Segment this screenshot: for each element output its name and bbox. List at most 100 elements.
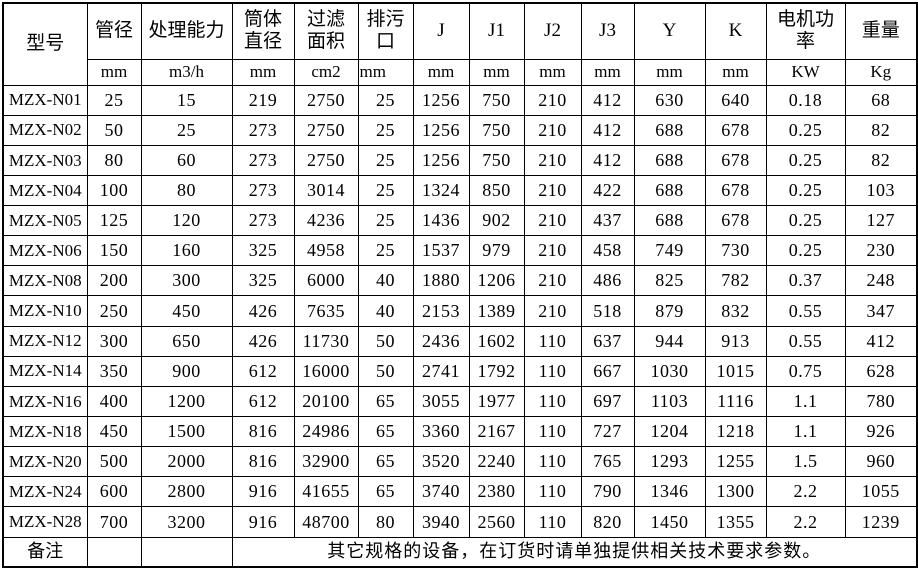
column-unit: mm	[86, 58, 142, 86]
table-cell: 1103	[633, 385, 706, 417]
table-cell: 825	[633, 265, 706, 297]
table-cell: 1500	[140, 415, 233, 448]
model-cell: MZX-N06	[2, 235, 88, 267]
model-cell: MZX-N12	[2, 325, 88, 357]
table-cell: 80	[86, 144, 142, 176]
table-cell: 426	[231, 325, 295, 357]
table-cell: 0.25	[765, 114, 846, 146]
table-cell: 110	[523, 476, 582, 508]
table-cell: 2800	[140, 476, 233, 508]
table-cell: 100	[86, 174, 142, 207]
table-cell: 2153	[412, 295, 470, 327]
column-header: J1	[468, 2, 525, 60]
table-cell: 248	[844, 265, 918, 297]
column-header: 处理能力	[140, 2, 233, 60]
model-cell: MZX-N20	[2, 445, 88, 478]
table-cell: 110	[523, 415, 582, 448]
header-row-labels: 型号 管径 处理能力 筒体直径 过滤面积 排污口 J J1 J2 J3 Y K 电机功率 重量	[2, 2, 918, 86]
column-unit: mm	[523, 58, 582, 86]
table-cell: 210	[523, 144, 582, 176]
table-cell: 1324	[412, 174, 470, 207]
table-cell: 688	[633, 144, 706, 176]
table-cell: 1.1	[765, 385, 846, 417]
remarks-label: 备注	[2, 536, 88, 568]
model-cell: MZX-N24	[2, 476, 88, 508]
table-cell: 2240	[468, 445, 525, 478]
table-cell: 879	[633, 295, 706, 327]
table-cell: 1300	[704, 476, 767, 508]
table-cell: 20100	[293, 385, 359, 417]
table-cell: 3940	[412, 506, 470, 538]
table-cell: 1537	[412, 235, 470, 267]
table-cell: 25	[357, 204, 414, 237]
table-cell: 688	[633, 174, 706, 207]
table-cell: 697	[580, 385, 635, 417]
table-cell: 2741	[412, 355, 470, 387]
table-cell: 1256	[412, 144, 470, 176]
table-cell: 125	[86, 204, 142, 237]
table-cell: 1880	[412, 265, 470, 297]
table-cell: 816	[231, 445, 295, 478]
table-cell: 412	[580, 144, 635, 176]
table-cell: 1.1	[765, 415, 846, 448]
table-cell: 210	[523, 114, 582, 146]
table-cell: 0.25	[765, 144, 846, 176]
table-cell: 750	[468, 114, 525, 146]
model-cell: MZX-N01	[2, 84, 88, 116]
table-cell: 916	[231, 476, 295, 508]
table-cell: 630	[633, 84, 706, 116]
table-cell: 600	[86, 476, 142, 508]
model-cell: MZX-N18	[2, 415, 88, 448]
table-cell: 2000	[140, 445, 233, 478]
table-cell: 68	[844, 84, 918, 116]
table-cell: 637	[580, 325, 635, 357]
table-cell: 2.2	[765, 476, 846, 508]
table-cell: 1293	[633, 445, 706, 478]
table-cell: 1346	[633, 476, 706, 508]
table-cell: 678	[704, 174, 767, 207]
table-cell: 916	[231, 506, 295, 538]
table-cell: 450	[86, 415, 142, 448]
table-cell: 325	[231, 235, 295, 267]
table-row: MZX-N20 500 2000 816 32900 65 3520 2240 110 765 12…	[2, 445, 918, 478]
table-cell: 50	[357, 355, 414, 387]
column-header: J2	[523, 2, 582, 60]
table-cell: 273	[231, 204, 295, 237]
table-cell: 210	[523, 204, 582, 237]
table-row: MZX-N04 100 80 273 3014 25 1324 850 210 422 688 678…	[2, 174, 918, 207]
table-cell: 200	[86, 265, 142, 297]
table-cell: 300	[86, 325, 142, 357]
table-cell: 25	[357, 84, 414, 116]
table-cell: 210	[523, 265, 582, 297]
table-cell: 110	[523, 506, 582, 538]
table-cell: 750	[468, 144, 525, 176]
table-cell: 820	[580, 506, 635, 538]
table-cell: 1792	[468, 355, 525, 387]
table-cell: 678	[704, 114, 767, 146]
model-cell: MZX-N05	[2, 204, 88, 237]
table-cell: 790	[580, 476, 635, 508]
table-cell: 110	[523, 385, 582, 417]
table-cell: 944	[633, 325, 706, 357]
table-cell: 50	[86, 114, 142, 146]
table-row: MZX-N02 50 25 273 2750 25 1256 750 210 412 688 678 0…	[2, 114, 918, 146]
table-cell: 926	[844, 415, 918, 448]
table-cell: 412	[844, 325, 918, 357]
column-header: J	[412, 2, 470, 60]
table-cell: 110	[523, 325, 582, 357]
remarks-note: 其它规格的设备，在订货时请单独提供相关技术要求参数。	[231, 536, 918, 568]
table-cell: 127	[844, 204, 918, 237]
table-cell: 832	[704, 295, 767, 327]
table-cell: 486	[580, 265, 635, 297]
column-unit: mm	[580, 58, 635, 86]
table-cell: 458	[580, 235, 635, 267]
table-head: 型号 管径 处理能力 筒体直径 过滤面积 排污口 J J1 J2 J3 Y K 电机功率 重量 mm m3/…	[2, 2, 918, 86]
table-cell: 82	[844, 114, 918, 146]
table-cell: 640	[704, 84, 767, 116]
table-cell: 727	[580, 415, 635, 448]
column-unit: KW	[765, 58, 846, 86]
table-cell: 1602	[468, 325, 525, 357]
remarks-row: 备注 其它规格的设备，在订货时请单独提供相关技术要求参数。	[2, 536, 918, 568]
table-cell: 25	[357, 174, 414, 207]
table-cell: 250	[86, 295, 142, 327]
